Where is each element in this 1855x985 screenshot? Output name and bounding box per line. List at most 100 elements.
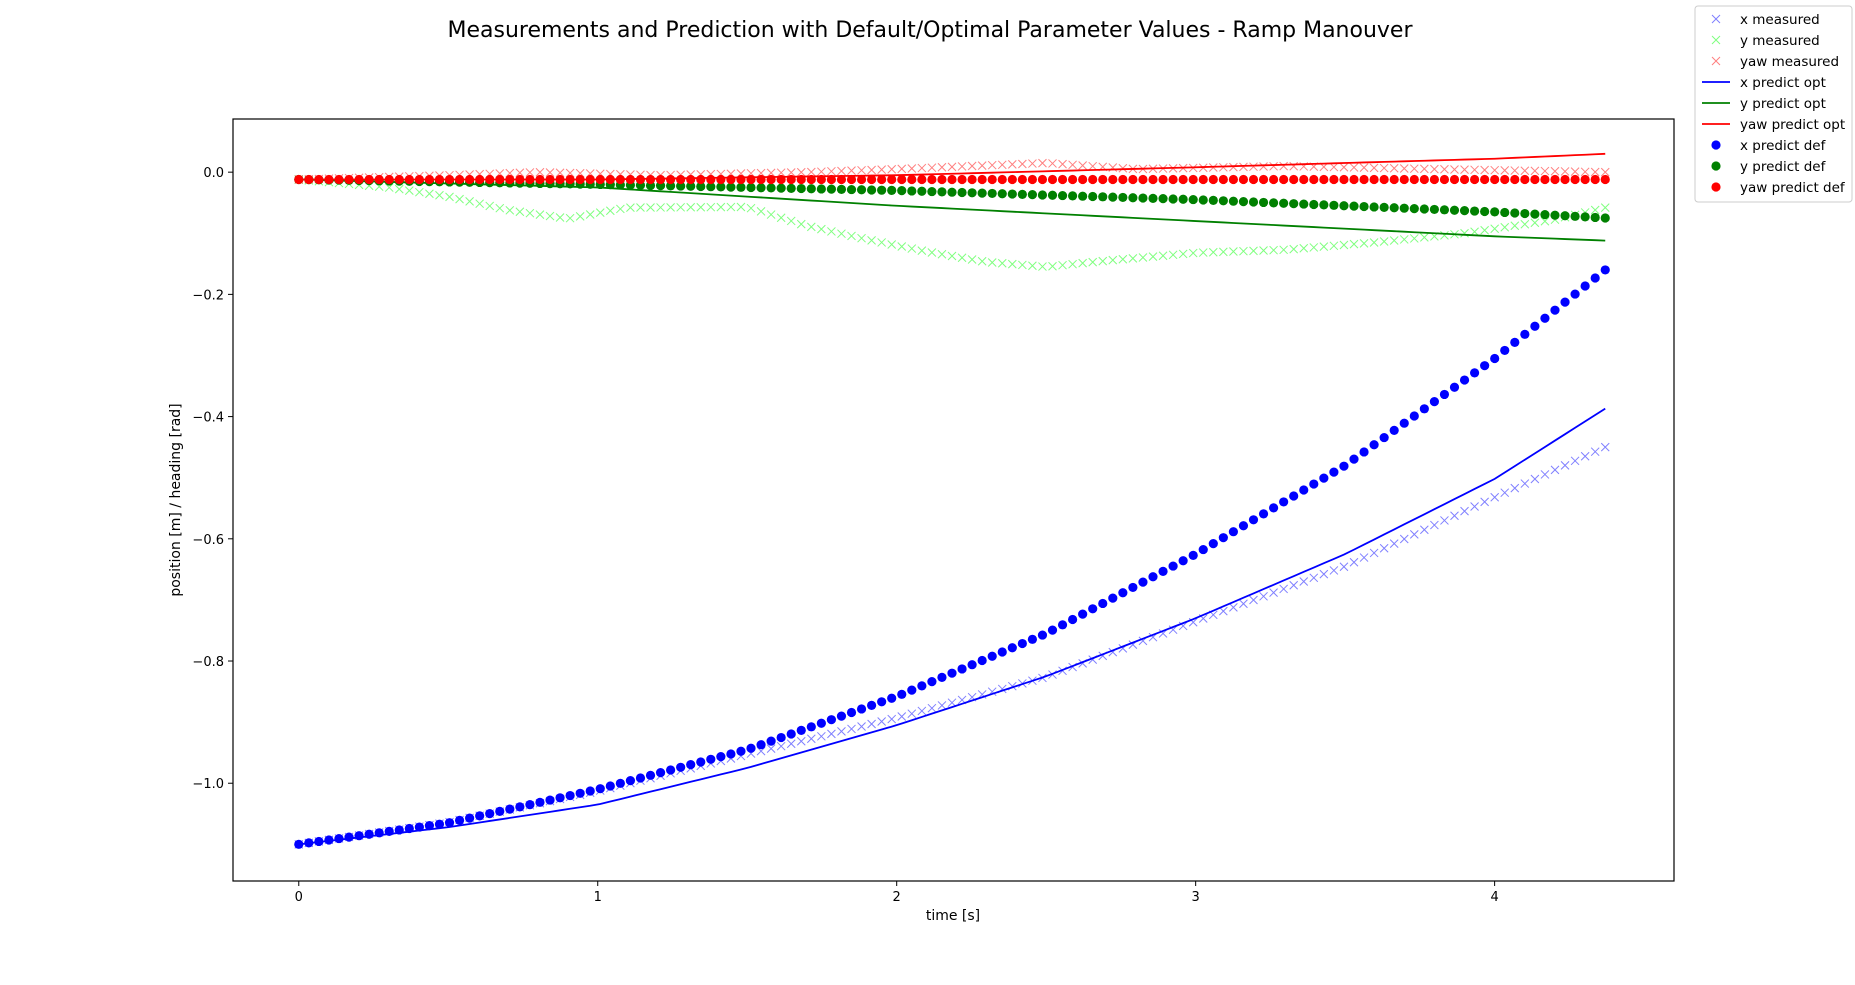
marker-x-measured <box>1319 569 1329 579</box>
point-y-predict-def <box>1098 192 1108 202</box>
marker-yaw-measured <box>776 168 786 178</box>
point-y-predict-def <box>1369 202 1379 212</box>
marker-y-measured <box>425 189 434 199</box>
marker-y-measured <box>1118 254 1128 264</box>
marker-yaw-measured <box>1068 160 1077 170</box>
point-x-predict-def <box>1068 614 1078 625</box>
point-y-predict-def <box>1007 189 1017 199</box>
point-yaw-predict-def <box>1309 174 1319 185</box>
point-x-predict-def <box>575 788 585 798</box>
point-yaw-predict-def <box>686 174 696 185</box>
point-yaw-predict-def <box>877 174 887 185</box>
point-x-predict-def <box>1570 289 1580 299</box>
point-x-predict-def <box>1560 297 1570 307</box>
point-yaw-predict-def <box>1600 174 1610 185</box>
point-y-predict-def <box>947 187 957 197</box>
point-yaw-predict-def <box>1178 174 1188 185</box>
point-y-predict-def <box>1570 211 1580 221</box>
marker-y-measured <box>967 255 977 264</box>
point-x-predict-def <box>1138 577 1148 587</box>
marker-y-measured <box>937 249 947 259</box>
marker-y-measured <box>1088 257 1098 267</box>
point-x-predict-def <box>475 811 485 821</box>
point-yaw-predict-def <box>354 174 364 185</box>
marker-y-measured <box>726 202 736 212</box>
point-yaw-predict-def <box>495 174 505 185</box>
point-y-predict-def <box>1027 190 1038 200</box>
marker-y-measured <box>716 202 726 212</box>
marker-yaw-measured <box>1078 161 1088 170</box>
marker-y-measured <box>595 208 605 217</box>
point-yaw-predict-def <box>535 174 545 185</box>
marker-yaw-measured <box>1520 166 1530 176</box>
point-x-predict-def <box>324 835 334 845</box>
marker-y-measured <box>515 207 525 217</box>
point-y-predict-def <box>1490 207 1500 217</box>
marker-yaw-measured <box>977 161 987 170</box>
point-x-predict-def <box>957 664 967 674</box>
marker-x-measured <box>897 712 907 721</box>
point-yaw-predict-def <box>786 174 796 185</box>
point-x-predict-def <box>887 693 897 703</box>
point-yaw-predict-def <box>1208 174 1218 185</box>
point-x-predict-def <box>525 799 535 810</box>
point-yaw-predict-def <box>374 174 384 185</box>
point-y-predict-def <box>1329 200 1339 210</box>
marker-y-measured <box>686 202 696 212</box>
point-x-predict-def <box>1057 620 1068 630</box>
point-y-predict-def <box>1057 190 1068 201</box>
point-y-predict-def <box>1449 205 1460 215</box>
point-yaw-predict-def <box>1500 174 1510 185</box>
marker-y-measured <box>1038 262 1047 271</box>
point-y-predict-def <box>917 186 927 196</box>
point-x-predict-def <box>897 689 907 699</box>
point-yaw-predict-def <box>1027 174 1038 185</box>
point-x-predict-def <box>696 757 706 767</box>
marker-y-measured <box>626 203 635 212</box>
marker-y-measured <box>1148 252 1158 261</box>
marker-y-measured <box>1017 260 1027 270</box>
point-y-predict-def <box>1349 201 1359 211</box>
point-yaw-predict-def <box>545 174 555 185</box>
marker-x-measured <box>1229 603 1238 612</box>
x-axis: 0 1 2 3 4 <box>295 881 1499 905</box>
marker-x-measured <box>1540 470 1550 479</box>
marker-yaw-measured <box>1500 166 1510 175</box>
marker-y-measured <box>394 184 404 194</box>
point-yaw-predict-def <box>595 174 605 185</box>
point-y-predict-def <box>696 181 706 192</box>
point-x-predict-def <box>806 722 816 732</box>
marker-x-measured <box>1369 548 1379 558</box>
marker-yaw-measured <box>967 161 977 171</box>
point-x-predict-def <box>1339 461 1349 471</box>
point-x-predict-def <box>1098 598 1108 609</box>
point-x-predict-def <box>1459 375 1470 385</box>
point-y-predict-def <box>1148 193 1158 203</box>
point-yaw-predict-def <box>1017 174 1027 185</box>
legend: x measured y measured yaw measured x predic… <box>1694 5 1853 203</box>
point-yaw-predict-def <box>796 174 806 185</box>
point-x-predict-def <box>485 809 495 819</box>
marker-yaw-measured <box>1048 159 1057 168</box>
point-x-predict-def <box>1108 593 1118 603</box>
point-x-predict-def <box>1520 329 1530 339</box>
marker-yaw-measured <box>1530 166 1540 176</box>
marker-yaw-measured <box>1359 163 1369 173</box>
y-axis: 0.0 −0.2 −0.4 −0.6 −0.8 −1.0 <box>192 166 233 792</box>
point-yaw-predict-def <box>324 174 334 185</box>
marker-x-measured <box>766 744 776 754</box>
point-y-predict-def <box>1178 194 1188 204</box>
point-y-predict-def <box>1419 204 1429 214</box>
point-yaw-predict-def <box>394 174 404 185</box>
marker-yaw-measured <box>1480 165 1489 175</box>
point-x-predict-def <box>1449 382 1460 392</box>
marker-x-measured <box>827 729 836 739</box>
point-x-predict-def <box>1469 368 1480 378</box>
point-yaw-predict-def <box>1429 174 1439 185</box>
point-yaw-predict-def <box>1389 174 1399 185</box>
marker-yaw-measured <box>1470 165 1479 175</box>
point-yaw-predict-def <box>1540 174 1550 185</box>
legend-swatch <box>1711 182 1721 192</box>
marker-y-measured <box>1339 240 1349 250</box>
